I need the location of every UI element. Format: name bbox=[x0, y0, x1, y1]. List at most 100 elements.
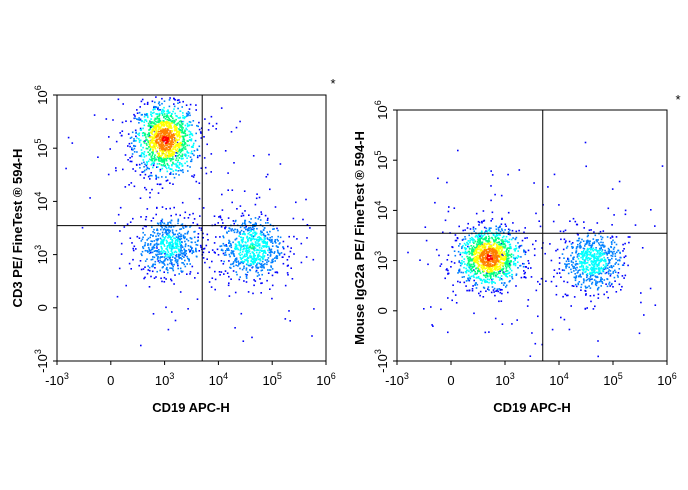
event-dot bbox=[264, 252, 267, 254]
event-dot bbox=[176, 139, 179, 141]
event-dot bbox=[249, 255, 251, 257]
event-dot bbox=[309, 227, 311, 229]
event-dot bbox=[174, 112, 176, 115]
event-dot bbox=[258, 274, 260, 276]
event-dot bbox=[478, 221, 481, 224]
event-dot bbox=[170, 133, 173, 136]
event-dot bbox=[150, 240, 152, 242]
event-dot bbox=[473, 257, 475, 259]
event-dot bbox=[210, 153, 213, 155]
event-dot bbox=[596, 265, 598, 268]
event-dot bbox=[198, 128, 201, 131]
event-dot bbox=[499, 246, 502, 249]
event-dot bbox=[515, 256, 517, 259]
event-dot bbox=[154, 127, 157, 130]
event-dot bbox=[167, 135, 170, 138]
event-dot bbox=[590, 266, 593, 269]
event-dot bbox=[495, 248, 497, 251]
event-dot bbox=[183, 256, 185, 258]
event-dot bbox=[583, 221, 585, 223]
event-dot bbox=[159, 149, 161, 152]
event-dot bbox=[175, 255, 178, 258]
event-dot bbox=[234, 291, 237, 294]
event-dot bbox=[291, 278, 294, 280]
event-dot bbox=[276, 249, 279, 252]
event-dot bbox=[582, 240, 585, 242]
event-dot bbox=[160, 157, 163, 159]
event-dot bbox=[268, 239, 271, 241]
event-dot bbox=[186, 151, 189, 154]
event-dot bbox=[155, 143, 158, 146]
event-dot bbox=[284, 284, 287, 287]
event-dot bbox=[172, 151, 174, 154]
event-dot bbox=[166, 245, 169, 247]
event-dot bbox=[296, 238, 298, 240]
event-dot bbox=[156, 250, 158, 253]
event-dot bbox=[158, 160, 160, 162]
event-dot bbox=[150, 113, 152, 116]
event-dot bbox=[154, 136, 156, 138]
event-dot bbox=[157, 133, 159, 135]
event-dot bbox=[227, 284, 230, 287]
event-dot bbox=[186, 273, 188, 275]
event-dot bbox=[484, 279, 487, 282]
event-dot bbox=[562, 230, 565, 233]
event-dot bbox=[149, 174, 151, 177]
event-dot bbox=[174, 237, 177, 240]
event-dot bbox=[466, 255, 468, 258]
event-dot bbox=[446, 259, 449, 261]
event-dot bbox=[122, 168, 124, 171]
event-dot bbox=[477, 246, 479, 249]
event-dot bbox=[176, 122, 178, 125]
event-dot bbox=[249, 245, 251, 247]
event-dot bbox=[601, 278, 603, 280]
event-dot bbox=[486, 257, 489, 260]
event-dot bbox=[586, 262, 589, 264]
event-dot bbox=[214, 252, 216, 254]
event-dot bbox=[223, 254, 226, 256]
event-dot bbox=[491, 272, 493, 274]
event-dot bbox=[597, 297, 600, 299]
event-dot bbox=[163, 162, 166, 164]
event-dot bbox=[485, 237, 488, 239]
event-dot bbox=[255, 244, 257, 247]
event-dot bbox=[597, 281, 599, 283]
event-dot bbox=[489, 247, 492, 249]
event-dot bbox=[247, 249, 249, 252]
event-dot bbox=[220, 260, 223, 262]
event-dot bbox=[151, 100, 154, 103]
event-dot bbox=[478, 241, 480, 244]
event-dot bbox=[181, 223, 184, 225]
event-dot bbox=[602, 241, 604, 244]
event-dot bbox=[153, 137, 156, 139]
event-dot bbox=[123, 226, 126, 228]
event-dot bbox=[175, 159, 177, 161]
event-dot bbox=[505, 254, 507, 257]
event-dot bbox=[202, 257, 205, 259]
event-dot bbox=[488, 272, 491, 275]
event-dot bbox=[181, 270, 184, 273]
event-dot bbox=[613, 250, 615, 253]
event-dot bbox=[442, 231, 444, 234]
event-dot bbox=[538, 220, 540, 222]
event-dot bbox=[177, 220, 179, 222]
event-dot bbox=[132, 140, 135, 142]
event-dot bbox=[169, 115, 172, 117]
event-dot bbox=[500, 243, 503, 246]
event-dot bbox=[593, 265, 596, 268]
event-dot bbox=[154, 159, 156, 161]
event-dot bbox=[182, 114, 184, 117]
event-dot bbox=[238, 244, 240, 247]
event-dot bbox=[253, 229, 255, 232]
event-dot bbox=[609, 275, 612, 277]
event-dot bbox=[263, 263, 265, 266]
event-dot bbox=[575, 263, 578, 265]
event-dot bbox=[151, 129, 153, 131]
event-dot bbox=[584, 285, 587, 288]
event-dot bbox=[574, 220, 577, 223]
event-dot bbox=[486, 271, 489, 273]
event-dot bbox=[432, 325, 434, 327]
event-dot bbox=[242, 340, 245, 342]
event-dot bbox=[474, 246, 476, 249]
event-dot bbox=[156, 163, 159, 165]
